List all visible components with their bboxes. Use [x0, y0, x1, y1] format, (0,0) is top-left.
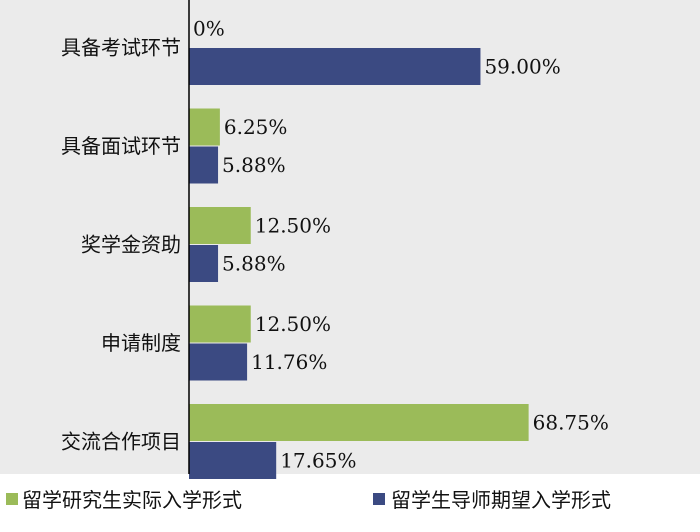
legend-swatch-series-1	[6, 493, 18, 505]
legend-swatch-series-2	[373, 493, 385, 505]
data-label-5-series-1: 68.75%	[533, 411, 609, 435]
data-label-4-series-2: 11.76%	[251, 350, 327, 374]
data-label-2-series-1: 6.25%	[224, 115, 288, 139]
bar-5-series-2	[189, 442, 277, 479]
category-label-3: 奖学金资助	[81, 233, 181, 257]
data-label-1-series-1: 0%	[193, 17, 225, 41]
data-label-5-series-2: 17.65%	[280, 449, 356, 473]
category-label-2: 具备面试环节	[61, 134, 181, 158]
bar-4-series-1	[189, 305, 251, 343]
data-label-3-series-1: 12.50%	[255, 214, 331, 238]
bar-3-series-1	[189, 207, 251, 244]
bar-4-series-2	[189, 343, 248, 381]
category-label-4: 申请制度	[101, 331, 181, 355]
legend: 留学研究生实际入学形式 留学生导师期望入学形式	[6, 488, 611, 512]
data-label-3-series-2: 5.88%	[222, 252, 286, 276]
bar-5-series-1	[189, 404, 529, 441]
data-label-1-series-2: 59.00%	[484, 55, 560, 79]
bar-3-series-2	[189, 245, 219, 282]
category-label-1: 具备考试环节	[61, 36, 181, 60]
legend-label-series-2: 留学生导师期望入学形式	[391, 488, 611, 512]
bar-2-series-2	[189, 146, 219, 184]
category-label-5: 交流合作项目	[61, 430, 181, 454]
data-label-2-series-2: 5.88%	[222, 153, 286, 177]
legend-label-series-1: 留学研究生实际入学形式	[22, 488, 242, 512]
bar-1-series-2	[189, 48, 481, 85]
data-label-4-series-1: 12.50%	[255, 312, 331, 336]
bar-2-series-1	[189, 108, 220, 146]
